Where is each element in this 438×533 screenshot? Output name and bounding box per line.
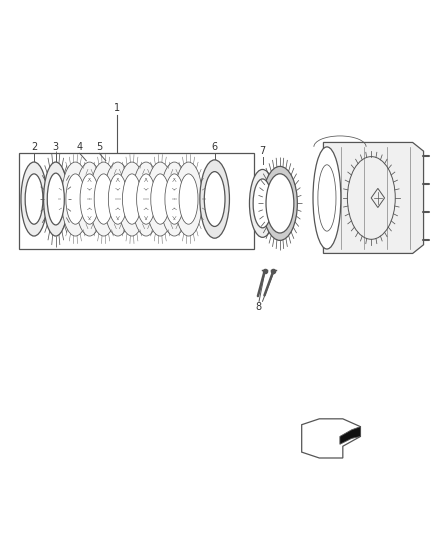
Ellipse shape	[76, 162, 103, 236]
Ellipse shape	[25, 174, 43, 224]
Ellipse shape	[146, 162, 174, 236]
Ellipse shape	[137, 174, 155, 224]
Bar	[19, 154, 254, 249]
Polygon shape	[340, 426, 360, 445]
Ellipse shape	[123, 174, 141, 224]
Ellipse shape	[104, 162, 132, 236]
Text: 7: 7	[259, 146, 266, 156]
Text: 8: 8	[255, 302, 261, 312]
Text: 5: 5	[96, 142, 102, 152]
Ellipse shape	[151, 174, 170, 224]
Text: 6: 6	[212, 142, 218, 152]
Ellipse shape	[118, 162, 146, 236]
Ellipse shape	[250, 169, 276, 237]
Ellipse shape	[165, 174, 184, 224]
Ellipse shape	[266, 174, 294, 233]
Ellipse shape	[132, 162, 160, 236]
Polygon shape	[302, 419, 360, 458]
Polygon shape	[323, 142, 424, 254]
Ellipse shape	[175, 162, 202, 236]
Text: 2: 2	[31, 142, 37, 152]
Ellipse shape	[21, 162, 47, 236]
Ellipse shape	[90, 162, 117, 236]
Ellipse shape	[66, 174, 85, 224]
Ellipse shape	[47, 173, 64, 225]
Ellipse shape	[253, 179, 272, 228]
Text: 1: 1	[113, 103, 120, 113]
Ellipse shape	[160, 162, 188, 236]
Ellipse shape	[94, 174, 113, 224]
Ellipse shape	[204, 172, 225, 227]
Text: 4: 4	[77, 142, 83, 152]
Ellipse shape	[61, 162, 89, 236]
Ellipse shape	[262, 166, 297, 240]
Ellipse shape	[179, 174, 198, 224]
Ellipse shape	[313, 147, 341, 249]
Text: 3: 3	[53, 142, 59, 152]
Ellipse shape	[80, 174, 99, 224]
Ellipse shape	[200, 160, 230, 238]
Ellipse shape	[108, 174, 127, 224]
Ellipse shape	[44, 162, 68, 236]
